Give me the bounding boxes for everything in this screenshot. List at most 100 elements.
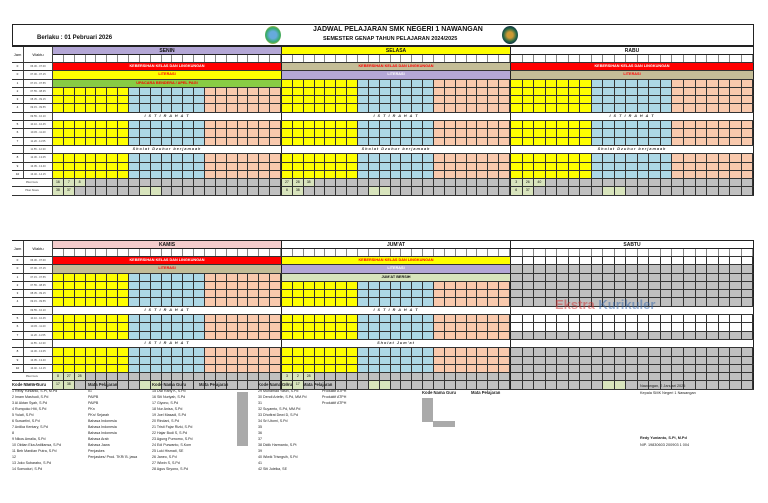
piket-cell[interactable] xyxy=(591,179,604,187)
lesson-cell[interactable] xyxy=(444,154,456,162)
lesson-cell[interactable] xyxy=(139,87,151,96)
lesson-cell[interactable] xyxy=(434,79,445,87)
lesson-cell[interactable] xyxy=(488,137,500,145)
lesson-cell[interactable] xyxy=(707,162,719,170)
lesson-cell[interactable] xyxy=(522,348,535,356)
lesson-cell[interactable] xyxy=(292,137,304,145)
piket-cell[interactable] xyxy=(139,381,151,389)
lesson-cell[interactable] xyxy=(237,154,249,162)
lesson-cell[interactable] xyxy=(74,331,86,339)
lesson-cell[interactable] xyxy=(292,87,304,96)
lesson-cell[interactable] xyxy=(488,129,500,137)
lesson-cell[interactable] xyxy=(314,162,326,170)
lesson-cell[interactable] xyxy=(557,79,569,87)
piket-cell[interactable] xyxy=(660,373,673,381)
lesson-cell[interactable] xyxy=(194,348,206,356)
lesson-cell[interactable] xyxy=(314,104,326,112)
lesson-cell[interactable] xyxy=(614,129,627,137)
lesson-cell[interactable] xyxy=(96,137,108,145)
lesson-cell[interactable] xyxy=(270,290,282,298)
piket-cell[interactable] xyxy=(379,381,391,389)
lesson-cell[interactable] xyxy=(53,290,64,298)
piket-cell[interactable] xyxy=(557,373,569,381)
piket-cell[interactable] xyxy=(511,381,523,389)
lesson-cell[interactable] xyxy=(107,96,119,104)
lesson-cell[interactable] xyxy=(368,170,380,179)
lesson-cell[interactable] xyxy=(660,104,673,112)
lesson-cell[interactable] xyxy=(53,121,64,129)
lesson-cell[interactable] xyxy=(194,129,206,137)
lesson-cell[interactable] xyxy=(96,104,108,112)
lesson-cell[interactable] xyxy=(161,323,173,331)
lesson-cell[interactable] xyxy=(444,298,456,306)
piket-cell[interactable] xyxy=(499,381,511,389)
lesson-cell[interactable] xyxy=(259,290,271,298)
lesson-cell[interactable] xyxy=(730,87,742,96)
lesson-cell[interactable] xyxy=(358,96,369,104)
lesson-cell[interactable] xyxy=(591,348,604,356)
lesson-cell[interactable] xyxy=(545,137,558,145)
lesson-cell[interactable] xyxy=(118,273,130,281)
lesson-cell[interactable] xyxy=(466,364,478,373)
lesson-cell[interactable] xyxy=(85,281,97,290)
lesson-cell[interactable] xyxy=(603,162,615,170)
lesson-cell[interactable] xyxy=(358,315,369,323)
lesson-cell[interactable] xyxy=(107,170,119,179)
lesson-cell[interactable] xyxy=(368,281,380,290)
piket-cell[interactable] xyxy=(259,187,271,195)
lesson-cell[interactable] xyxy=(270,121,282,129)
lesson-cell[interactable] xyxy=(63,96,75,104)
lesson-cell[interactable] xyxy=(379,154,391,162)
lesson-cell[interactable] xyxy=(591,364,604,373)
piket-cell[interactable] xyxy=(730,179,742,187)
lesson-cell[interactable] xyxy=(695,298,708,306)
lesson-cell[interactable] xyxy=(237,162,249,170)
lesson-cell[interactable] xyxy=(423,290,435,298)
lesson-cell[interactable] xyxy=(237,356,249,364)
lesson-cell[interactable] xyxy=(150,137,162,145)
lesson-cell[interactable] xyxy=(53,96,64,104)
lesson-cell[interactable] xyxy=(194,290,206,298)
lesson-cell[interactable] xyxy=(580,104,592,112)
lesson-cell[interactable] xyxy=(603,170,615,179)
lesson-cell[interactable] xyxy=(314,137,326,145)
piket-cell[interactable] xyxy=(683,187,696,195)
lesson-cell[interactable] xyxy=(695,96,708,104)
lesson-cell[interactable] xyxy=(545,356,558,364)
lesson-cell[interactable] xyxy=(455,281,467,290)
lesson-cell[interactable] xyxy=(215,298,227,306)
lesson-cell[interactable] xyxy=(139,154,151,162)
lesson-cell[interactable] xyxy=(150,290,162,298)
lesson-cell[interactable] xyxy=(390,315,402,323)
lesson-cell[interactable] xyxy=(412,137,424,145)
lesson-cell[interactable] xyxy=(63,331,75,339)
lesson-cell[interactable] xyxy=(499,364,511,373)
lesson-cell[interactable] xyxy=(568,170,581,179)
lesson-cell[interactable] xyxy=(660,290,673,298)
lesson-cell[interactable] xyxy=(626,129,638,137)
lesson-cell[interactable] xyxy=(314,323,326,331)
lesson-cell[interactable] xyxy=(368,87,380,96)
lesson-cell[interactable] xyxy=(477,298,489,306)
lesson-cell[interactable] xyxy=(139,273,151,281)
lesson-cell[interactable] xyxy=(139,323,151,331)
lesson-cell[interactable] xyxy=(401,104,413,112)
lesson-cell[interactable] xyxy=(626,290,638,298)
lesson-cell[interactable] xyxy=(557,154,569,162)
piket-cell[interactable] xyxy=(614,381,627,389)
lesson-cell[interactable] xyxy=(707,257,719,265)
lesson-cell[interactable] xyxy=(107,162,119,170)
lesson-cell[interactable] xyxy=(270,356,282,364)
lesson-cell[interactable] xyxy=(434,348,445,356)
lesson-cell[interactable] xyxy=(557,129,569,137)
lesson-cell[interactable] xyxy=(248,281,260,290)
lesson-cell[interactable] xyxy=(534,137,546,145)
lesson-cell[interactable] xyxy=(591,356,604,364)
lesson-cell[interactable] xyxy=(499,331,511,339)
lesson-cell[interactable] xyxy=(718,265,731,273)
lesson-cell[interactable] xyxy=(488,162,500,170)
lesson-cell[interactable] xyxy=(466,121,478,129)
lesson-cell[interactable] xyxy=(718,129,731,137)
lesson-cell[interactable] xyxy=(292,154,304,162)
lesson-cell[interactable] xyxy=(412,162,424,170)
